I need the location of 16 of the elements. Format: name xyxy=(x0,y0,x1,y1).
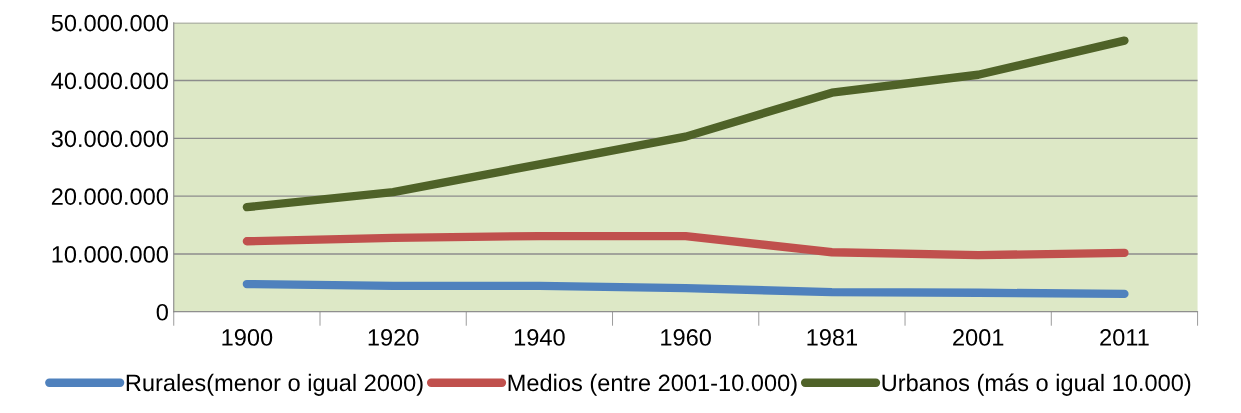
y-tick-label: 0 xyxy=(156,303,168,321)
y-tick-label: 20.000.000 xyxy=(51,188,168,205)
legend-label: Urbanos (más o igual 10.000) xyxy=(882,373,1191,396)
x-tick-label: 2001 xyxy=(953,329,1004,346)
x-tick-label: 1900 xyxy=(222,329,273,346)
y-tick-label: 50.000.000 xyxy=(51,14,168,32)
x-tick-label: 1981 xyxy=(807,329,858,346)
x-tick-label: 1940 xyxy=(514,329,565,346)
legend-label: Rurales(menor o igual 2000) xyxy=(126,373,423,396)
x-tick-label: 1920 xyxy=(368,329,419,346)
legend-label: Medios (entre 2001-10.000) xyxy=(508,373,797,396)
x-tick-label: 2011 xyxy=(1100,329,1149,346)
y-tick-label: 40.000.000 xyxy=(51,72,168,90)
y-tick-label: 10.000.000 xyxy=(52,246,168,263)
y-tick-label: 30.000.000 xyxy=(51,130,168,148)
x-tick-label: 1960 xyxy=(661,329,711,346)
